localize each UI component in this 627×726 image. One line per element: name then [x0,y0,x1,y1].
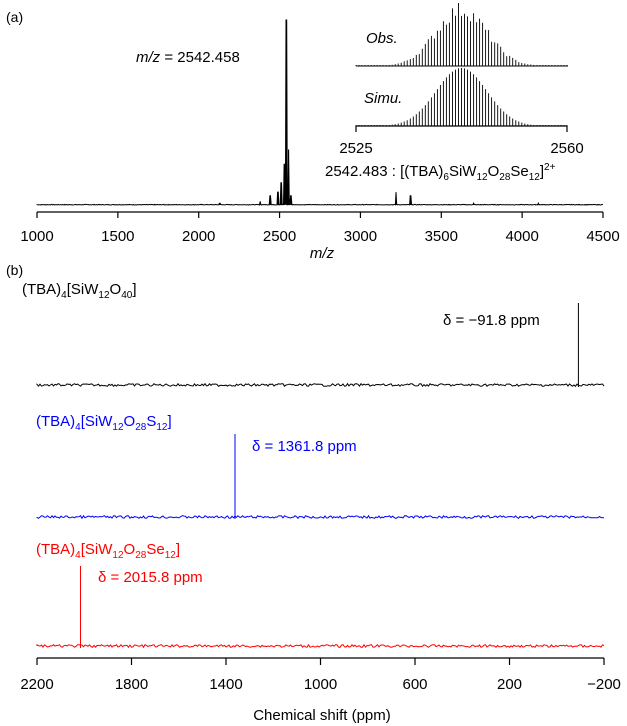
nmr-trace-siw12o28s12 [36,434,605,520]
nmr-x-tick-label: −200 [587,676,621,693]
panel-a: (a) m/z = 2542.458 1000 1500 2000 2500 3000 3… [6,3,620,262]
nmr-x-tick-label: 1800 [115,676,148,693]
nmr-x-axis-label: Chemical shift (ppm) [253,707,391,724]
ms-x-tick-label: 4500 [586,228,619,245]
panel-a-label: (a) [6,9,23,25]
ms-x-tick-label: 2000 [182,228,215,245]
ms-spectrum-trace [36,19,604,206]
ms-x-tick-label: 4000 [505,228,538,245]
inset-x-tick-label: 2525 [339,140,372,157]
nmr-x-tick-label: 2200 [20,676,53,693]
nmr-x-tick-label: 1400 [209,676,242,693]
panel-b: (b) (TBA)4[SiW12O40] δ = −91.8 ppm (TBA)… [6,262,621,724]
compound-label-siw12o40: (TBA)4[SiW12O40] [22,281,137,301]
nmr-x-tick-label: 1000 [304,676,337,693]
shift-label-siw12o28s12: δ = 1361.8 ppm [252,438,357,455]
nmr-x-tick-label: 600 [402,676,427,693]
nmr-trace-siw12o40 [36,303,605,388]
ms-peak-annotation: m/z = 2542.458 [136,49,240,66]
shift-label-siw12o40: δ = −91.8 ppm [443,312,540,329]
shift-label-siw12o28se12: δ = 2015.8 ppm [98,569,203,586]
ms-x-tick-label: 1000 [20,228,53,245]
compound-label-siw12o28s12: (TBA)4[SiW12O28S12] [36,413,172,433]
isotope-inset: Obs. Simu. 2525 2560 2542.483 : [(TBA)6Si… [325,3,584,183]
simu-series-label: Simu. [364,90,402,107]
panel-b-label: (b) [6,262,23,278]
inset-x-tick-label: 2560 [550,140,583,157]
nmr-x-ticks: 2200 1800 1400 1000 600 200 −200 [20,658,621,693]
nmr-trace-siw12o28se12 [36,566,605,649]
ms-x-tick-label: 3500 [425,228,458,245]
ms-x-ticks: 1000 1500 2000 2500 3000 3500 4000 4500 [20,212,620,245]
ms-x-axis-label: m/z [310,245,335,262]
compound-label-siw12o28se12: (TBA)4[SiW12O28Se12] [36,541,180,561]
obs-series-label: Obs. [366,30,398,47]
ms-x-tick-label: 1500 [101,228,134,245]
inset-x-ticks: 2525 2560 [339,126,584,157]
nmr-x-tick-label: 200 [497,676,522,693]
ms-x-tick-label: 3000 [344,228,377,245]
isotope-formula: 2542.483 : [(TBA)6SiW12O28Se12]2+ [325,162,556,183]
ms-x-tick-label: 2500 [263,228,296,245]
